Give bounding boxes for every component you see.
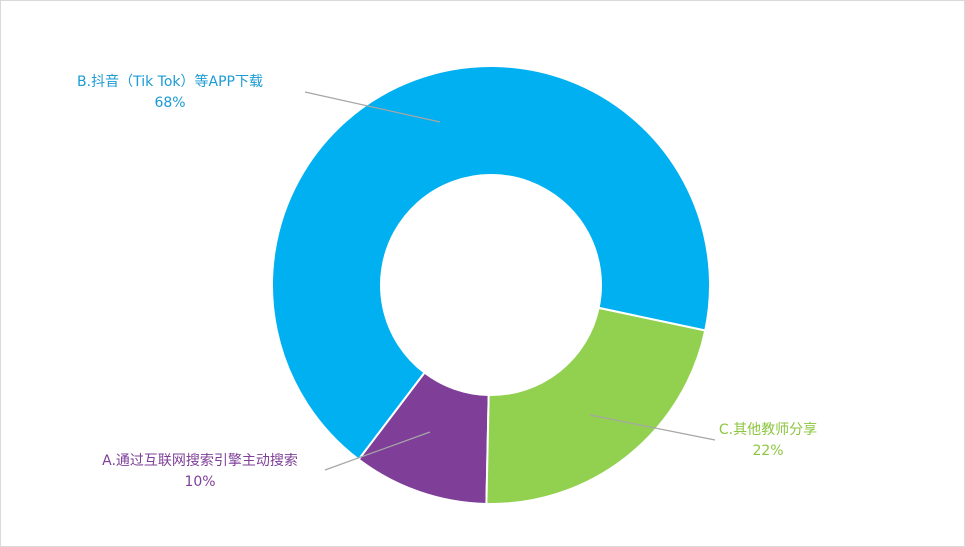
slice-label: B.抖音（Tik Tok）等APP下载: [77, 73, 263, 90]
value-label: 10%: [184, 474, 215, 490]
value-label: 22%: [752, 443, 783, 459]
donut-slice: [271, 65, 711, 461]
donut-slice: [485, 306, 707, 505]
leader-line: [589, 414, 716, 441]
slice-label: C.其他教师分享: [719, 421, 817, 438]
slice-label: A.通过互联网搜索引擎主动搜索: [102, 452, 298, 469]
value-label: 68%: [154, 95, 185, 111]
leader-line: [304, 91, 441, 123]
leader-line: [324, 431, 431, 471]
